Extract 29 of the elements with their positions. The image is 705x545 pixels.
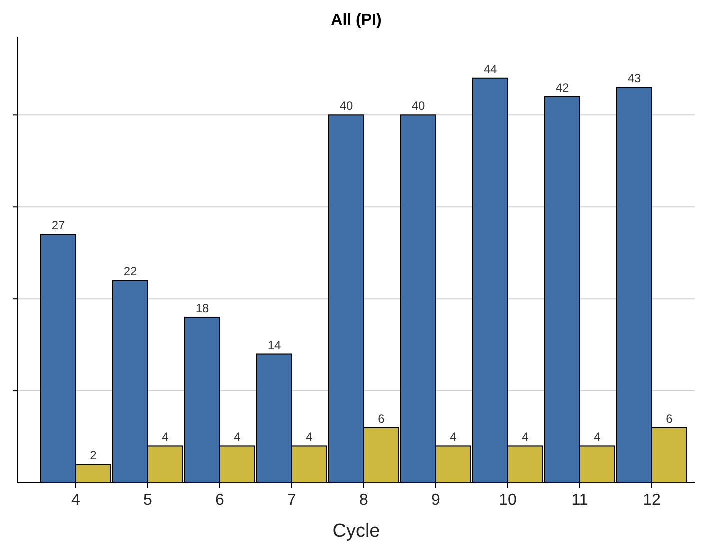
data-label: 4 <box>450 430 458 444</box>
data-label: 4 <box>594 430 602 444</box>
data-label: 4 <box>234 430 242 444</box>
data-label: 22 <box>124 264 138 279</box>
x-tick-label: 5 <box>144 492 153 509</box>
chart-title: All (PI) <box>331 12 382 29</box>
x-tick-label: 6 <box>216 492 225 509</box>
data-label: 43 <box>628 72 642 86</box>
data-label: 44 <box>484 62 498 76</box>
data-label: 42 <box>556 80 570 95</box>
data-label: 18 <box>196 301 210 316</box>
data-label: 4 <box>306 430 314 444</box>
data-label: 40 <box>412 99 426 114</box>
x-tick-label: 12 <box>643 492 661 509</box>
data-label: 2 <box>90 448 98 463</box>
x-tick-label: 7 <box>288 492 297 509</box>
x-axis-title: Cycle <box>332 521 380 542</box>
x-tick-label: 10 <box>499 492 517 509</box>
data-label: 4 <box>522 430 530 444</box>
x-tick-label: 8 <box>360 492 369 509</box>
x-tick-label: 4 <box>72 492 81 509</box>
data-label: 14 <box>268 338 282 352</box>
x-tick-label: 9 <box>432 492 441 509</box>
data-label: 6 <box>666 412 674 426</box>
data-label: 27 <box>52 218 66 233</box>
data-label: 6 <box>378 412 386 426</box>
data-label: 4 <box>162 430 170 444</box>
data-label: 40 <box>340 99 354 114</box>
x-tick-label: 11 <box>572 492 588 509</box>
